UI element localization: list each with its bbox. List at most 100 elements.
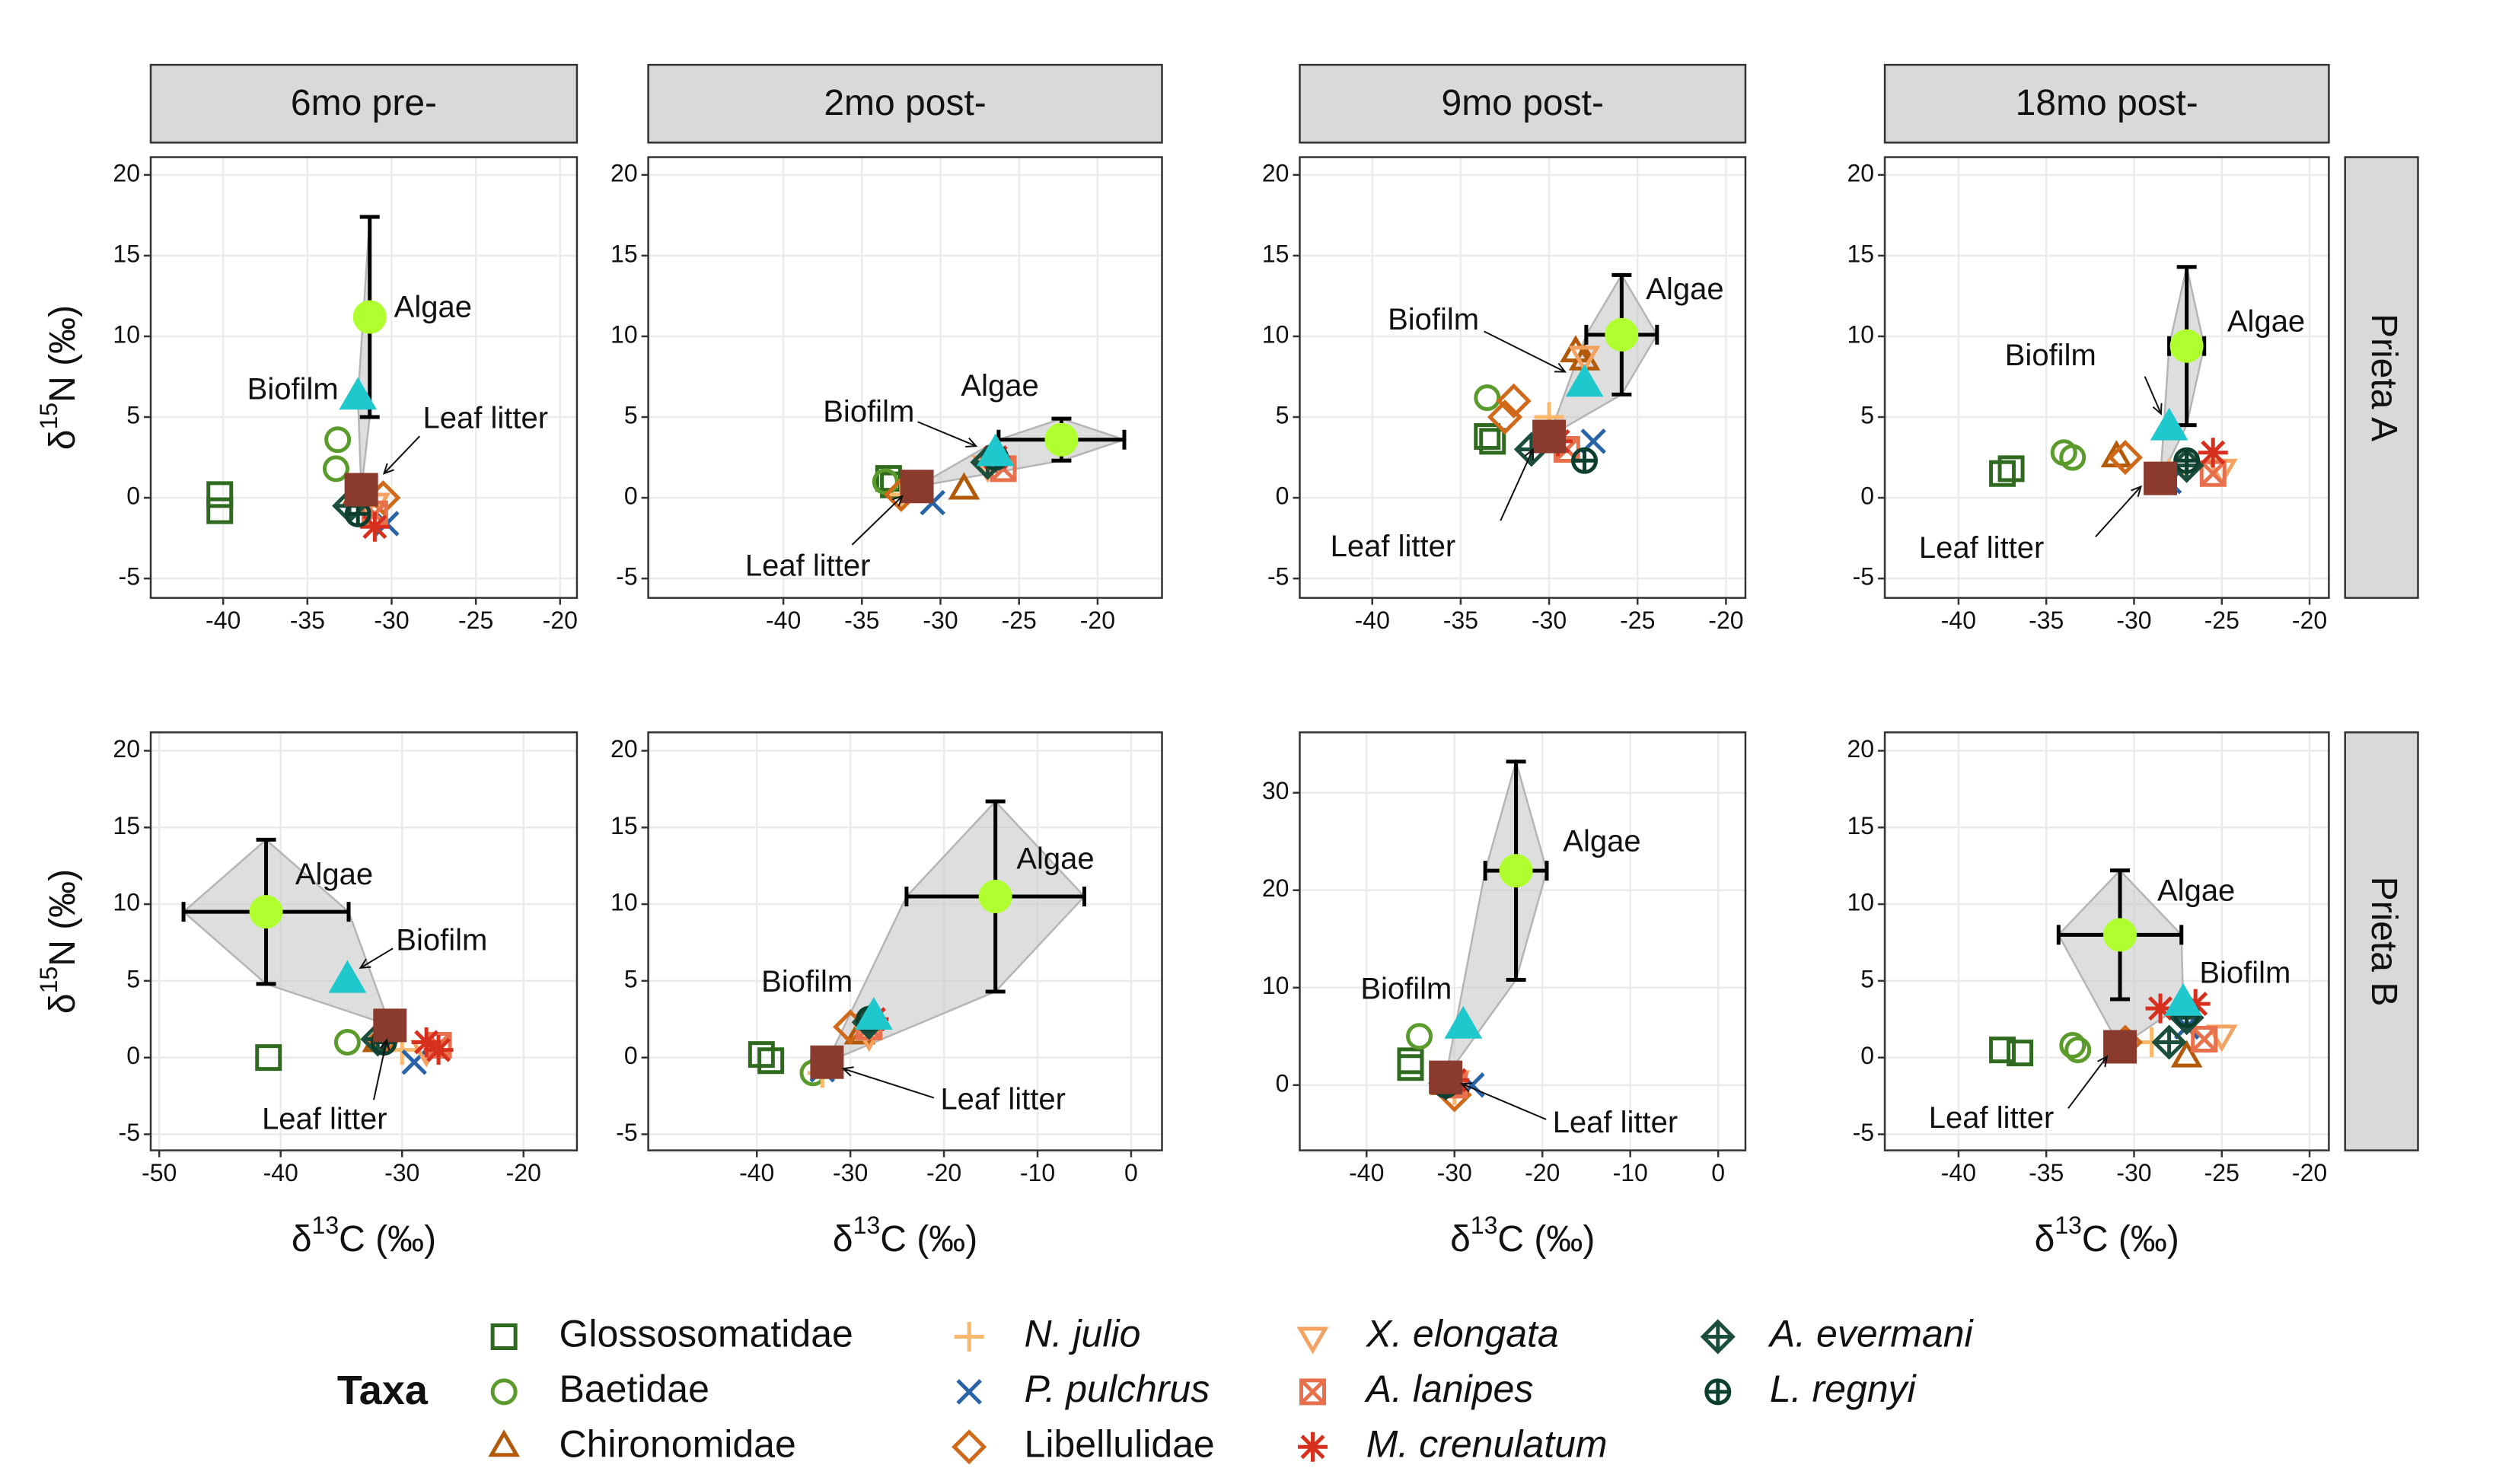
x-tick-label: -20 — [506, 1159, 541, 1186]
y-tick-label: 20 — [610, 735, 638, 763]
legend-label: L. regnyi — [1770, 1368, 1917, 1410]
label-arrow — [851, 495, 904, 546]
y-tick-label: 10 — [610, 320, 638, 348]
taxon-point — [2198, 438, 2228, 468]
panel-border — [149, 731, 579, 1151]
label-arrow — [1500, 447, 1535, 521]
legend-label: M. crenulatum — [1366, 1422, 1608, 1465]
panel-border — [149, 156, 579, 599]
x-tick-label: -40 — [206, 607, 241, 634]
y-tick-label: 10 — [1262, 320, 1289, 348]
taxon-point — [2064, 1037, 2092, 1063]
column-strip — [149, 63, 579, 144]
y-tick-label: 15 — [610, 240, 638, 267]
column-strip-label: 2mo post- — [824, 83, 986, 123]
taxon-point — [206, 497, 234, 524]
y-axis-label-part: N (‰) — [43, 869, 83, 967]
source-label: Biofilm — [2199, 956, 2290, 989]
x-tick-label: -30 — [923, 607, 958, 634]
panel-border — [647, 156, 1163, 599]
source-point — [1499, 854, 1533, 888]
source-label: Biofilm — [823, 395, 914, 428]
x-tick-label: -20 — [2292, 1159, 2327, 1186]
x-tick-label: -10 — [1020, 1159, 1055, 1186]
source-point — [249, 895, 283, 929]
panel-background — [151, 732, 577, 1151]
x-tick-label: -20 — [543, 607, 578, 634]
y-tick-label: 0 — [126, 482, 140, 510]
y-axis-label-part: N (‰) — [43, 305, 83, 403]
x-tick-label: -40 — [1941, 607, 1976, 634]
x-tick-label: -25 — [2204, 1159, 2239, 1186]
source-point — [1532, 419, 1567, 454]
taxon-point — [1989, 1037, 2016, 1064]
x-axis-label-part: C (‰) — [1497, 1219, 1595, 1259]
x-tick-label: -30 — [1532, 607, 1567, 634]
source-label: Biofilm — [1388, 303, 1479, 336]
label-arrow — [841, 1066, 935, 1099]
y-tick-label: 10 — [1847, 320, 1874, 348]
source-point — [373, 1008, 407, 1043]
y-tick-label: 15 — [610, 812, 638, 839]
y-tick-label: 0 — [624, 482, 638, 510]
column-strip — [647, 63, 1163, 144]
source-point — [344, 473, 378, 507]
column-strip-label: 6mo pre- — [291, 83, 437, 123]
y-tick-label: 5 — [126, 965, 140, 992]
y-tick-label: 20 — [1262, 159, 1289, 186]
x-tick-label: -30 — [374, 607, 409, 634]
legend-marker — [1700, 1319, 1736, 1355]
source-label: Algae — [1016, 842, 1094, 876]
taxon-point — [2180, 989, 2211, 1019]
y-tick-label: -5 — [616, 1119, 637, 1146]
x-tick-label: -30 — [1437, 1159, 1472, 1186]
taxon-point — [1397, 1054, 1424, 1081]
legend-marker — [954, 1321, 984, 1352]
legend-marker — [952, 1429, 987, 1465]
column-strip-label: 18mo post- — [2016, 83, 2198, 123]
taxon-point — [1479, 428, 1506, 455]
y-axis-label-part: 15 — [36, 403, 63, 430]
source-point — [2144, 461, 2178, 495]
y-tick-label: 15 — [113, 812, 140, 839]
y-tick-label: 10 — [1262, 972, 1289, 999]
source-point — [1044, 422, 1079, 457]
x-tick-label: -35 — [290, 607, 325, 634]
taxon-point — [1989, 460, 2016, 487]
y-tick-label: -5 — [1267, 563, 1289, 591]
y-tick-label: 0 — [126, 1042, 140, 1069]
x-tick-label: -20 — [1708, 607, 1743, 634]
x-tick-label: -40 — [263, 1159, 298, 1186]
taxon-point — [1474, 384, 1501, 411]
source-point — [855, 997, 893, 1030]
y-tick-label: 30 — [1262, 777, 1289, 804]
source-point — [328, 960, 367, 993]
legend-label: Libellulidae — [1025, 1422, 1215, 1465]
y-tick-label: 20 — [1847, 735, 1874, 763]
x-tick-label: -30 — [2116, 1159, 2151, 1186]
legend-marker — [1704, 1378, 1732, 1406]
y-tick-label: 10 — [113, 320, 140, 348]
x-axis-label-part: δ — [292, 1219, 312, 1259]
taxon-point — [2173, 447, 2201, 474]
x-tick-label: -40 — [1941, 1159, 1976, 1186]
legend-label: X. elongata — [1366, 1313, 1559, 1355]
row-strip — [2344, 731, 2419, 1151]
y-tick-label: 15 — [113, 240, 140, 267]
x-axis-label-part: C (‰) — [2082, 1219, 2179, 1259]
source-label: Algae — [1646, 272, 1723, 306]
y-tick-label: 10 — [1847, 889, 1874, 916]
panel-border — [1883, 731, 2330, 1151]
source-label: Biofilm — [761, 965, 853, 998]
taxon-point — [2151, 1024, 2187, 1060]
label-arrow — [382, 435, 421, 475]
source-label: Biofilm — [1360, 973, 1452, 1006]
taxon-point — [2007, 1040, 2034, 1067]
taxon-point — [757, 1047, 785, 1075]
y-tick-label: 5 — [624, 401, 638, 428]
source-label: Leaf litter — [1553, 1106, 1678, 1139]
source-label: Leaf litter — [1929, 1101, 2055, 1135]
panel-border — [1883, 156, 2330, 599]
legend-marker — [956, 1379, 982, 1405]
x-axis-label-part: δ — [833, 1219, 853, 1259]
